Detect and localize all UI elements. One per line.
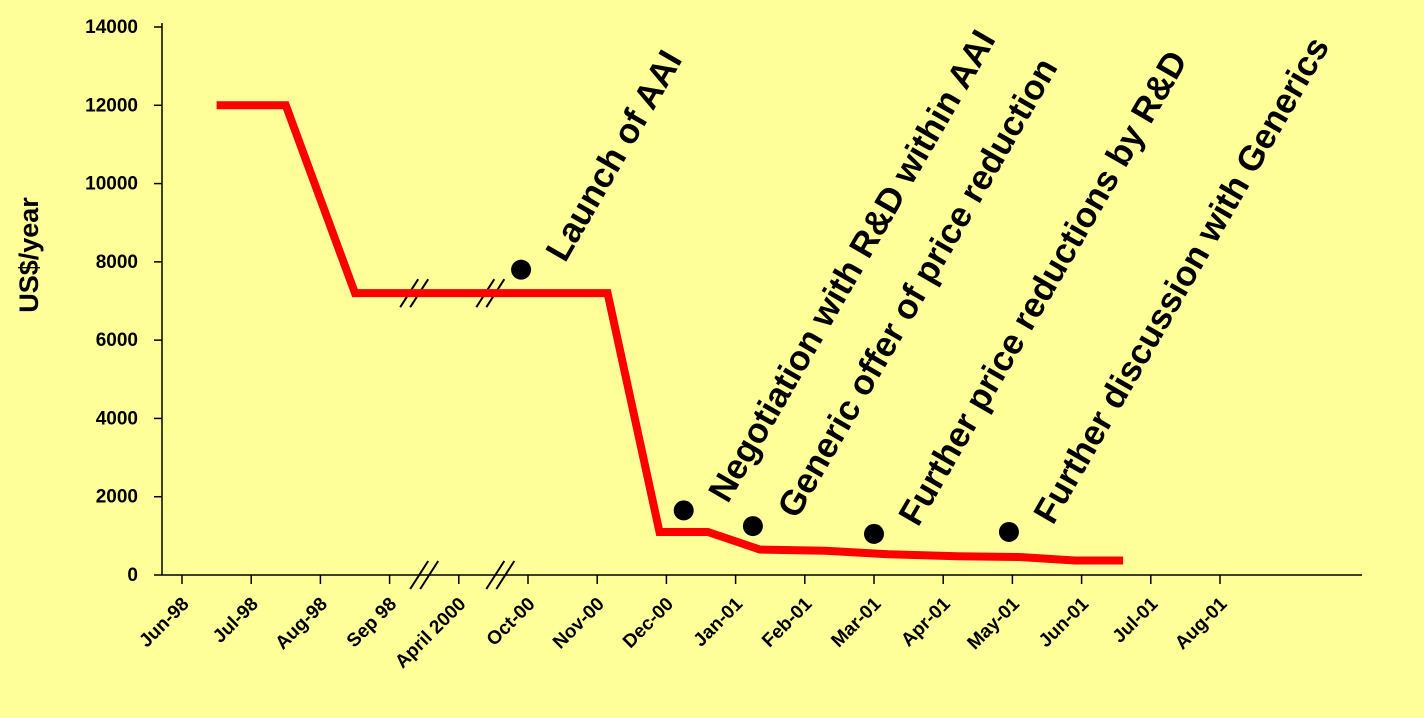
x-tick-label: Jan-01 (690, 593, 748, 651)
price-line (216, 101, 1124, 565)
x-tick-label: Jun-98 (135, 594, 193, 652)
annotations: Launch of AAI Negotiation with R&D within… (511, 24, 1337, 544)
y-axis: 0 2000 4000 6000 8000 10000 12000 14000 (85, 17, 163, 586)
x-tick-label: Oct-00 (483, 594, 540, 651)
annotation-label: Launch of AAI (538, 44, 690, 268)
x-tick-label: Apr-01 (897, 593, 955, 651)
axis-break-slash (495, 560, 516, 590)
annotation-dot (511, 259, 532, 280)
x-tick-label: Sep 98 (343, 594, 401, 652)
y-tick-label: 2000 (96, 487, 138, 508)
y-tick-label: 12000 (85, 95, 138, 116)
x-tick-label: Feb-01 (758, 593, 816, 651)
annotation-label: Further discussion with Generics (1026, 30, 1337, 530)
annotation-dot (673, 500, 694, 521)
x-tick-label: Nov-00 (549, 594, 609, 654)
x-tick-label: May-01 (964, 593, 1025, 654)
y-tick-label: 4000 (96, 408, 138, 429)
y-axis-label: US$/year (14, 197, 44, 313)
annotation-dot (742, 516, 763, 537)
annotation-dot (998, 521, 1019, 542)
x-tick-label: Jul-98 (209, 594, 263, 648)
x-tick-label: Jul-01 (1109, 593, 1163, 647)
y-tick-label: 6000 (96, 330, 138, 351)
annotation-dot (864, 523, 884, 544)
x-tick-label: Mar-01 (827, 593, 885, 651)
y-tick-label: 14000 (85, 17, 138, 38)
x-tick-label: Aug-98 (272, 594, 332, 654)
y-tick-label: 8000 (96, 252, 138, 273)
y-tick-label: 0 (127, 565, 138, 586)
x-tick-label: April 2000 (391, 594, 470, 673)
x-tick-label: Aug-01 (1171, 593, 1232, 654)
axis-break-slash (409, 560, 430, 590)
axis-break-slash (419, 560, 440, 590)
axis-breaks (399, 278, 516, 590)
x-tick-label: Dec-00 (619, 594, 678, 653)
series-group (216, 101, 1124, 565)
y-tick-label: 10000 (85, 174, 138, 195)
x-tick-label: Jun-01 (1035, 593, 1093, 651)
axis-break-slash (485, 560, 506, 590)
